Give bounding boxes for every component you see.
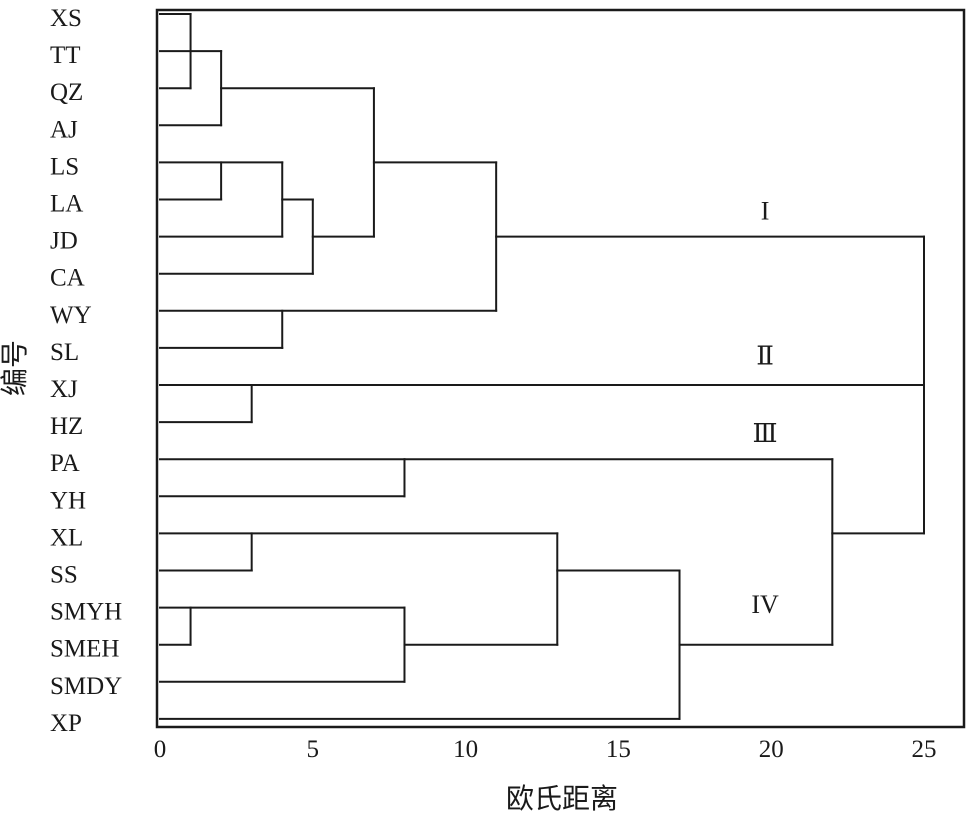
leaf-label: HZ bbox=[50, 413, 83, 440]
leaf-label: XJ bbox=[50, 376, 78, 403]
cluster-labels: I Ⅱ Ⅲ IV bbox=[751, 197, 779, 619]
leaf-label: YH bbox=[50, 487, 86, 514]
leaf-label: AJ bbox=[50, 116, 78, 143]
leaf-label: PA bbox=[50, 450, 80, 477]
cluster-label: Ⅱ bbox=[756, 341, 774, 370]
cluster-label: I bbox=[761, 197, 770, 226]
y-axis-label: 编号 bbox=[0, 340, 31, 396]
x-tick-label: 5 bbox=[307, 736, 320, 763]
x-axis-label: 欧氏距离 bbox=[506, 783, 618, 815]
leaf-label: XL bbox=[50, 524, 83, 551]
leaf-label: XP bbox=[50, 710, 82, 737]
leaf-label: SL bbox=[50, 339, 79, 366]
cluster-label: IV bbox=[751, 590, 779, 619]
leaf-label: SS bbox=[50, 562, 78, 589]
leaf-label: TT bbox=[50, 42, 81, 69]
leaf-label: WY bbox=[50, 302, 92, 329]
x-tick-label: 25 bbox=[912, 736, 937, 763]
x-axis-ticks: 0 5 10 15 20 25 bbox=[154, 736, 937, 763]
x-tick-label: 0 bbox=[154, 736, 167, 763]
x-tick-label: 20 bbox=[759, 736, 784, 763]
leaf-label: LS bbox=[50, 153, 79, 180]
leaf-label: XS bbox=[50, 5, 82, 32]
leaf-label: LA bbox=[50, 191, 83, 218]
plot-frame bbox=[155, 8, 966, 729]
leaf-label: QZ bbox=[50, 79, 83, 106]
x-tick-label: 15 bbox=[606, 736, 631, 763]
leaf-label: CA bbox=[50, 265, 85, 292]
cluster-label: Ⅲ bbox=[753, 419, 778, 448]
leaf-labels: XS TT QZ AJ LS LA JD CA WY SL XJ HZ PA YH XL SS SMYH SMEH… bbox=[50, 5, 122, 737]
leaf-label: SMEH bbox=[50, 636, 119, 663]
leaf-label: SMYH bbox=[50, 599, 122, 626]
leaf-label: SMDY bbox=[50, 673, 122, 700]
leaf-label: JD bbox=[50, 228, 78, 255]
x-tick-label: 10 bbox=[453, 736, 478, 763]
dendrogram-links bbox=[159, 13, 925, 720]
